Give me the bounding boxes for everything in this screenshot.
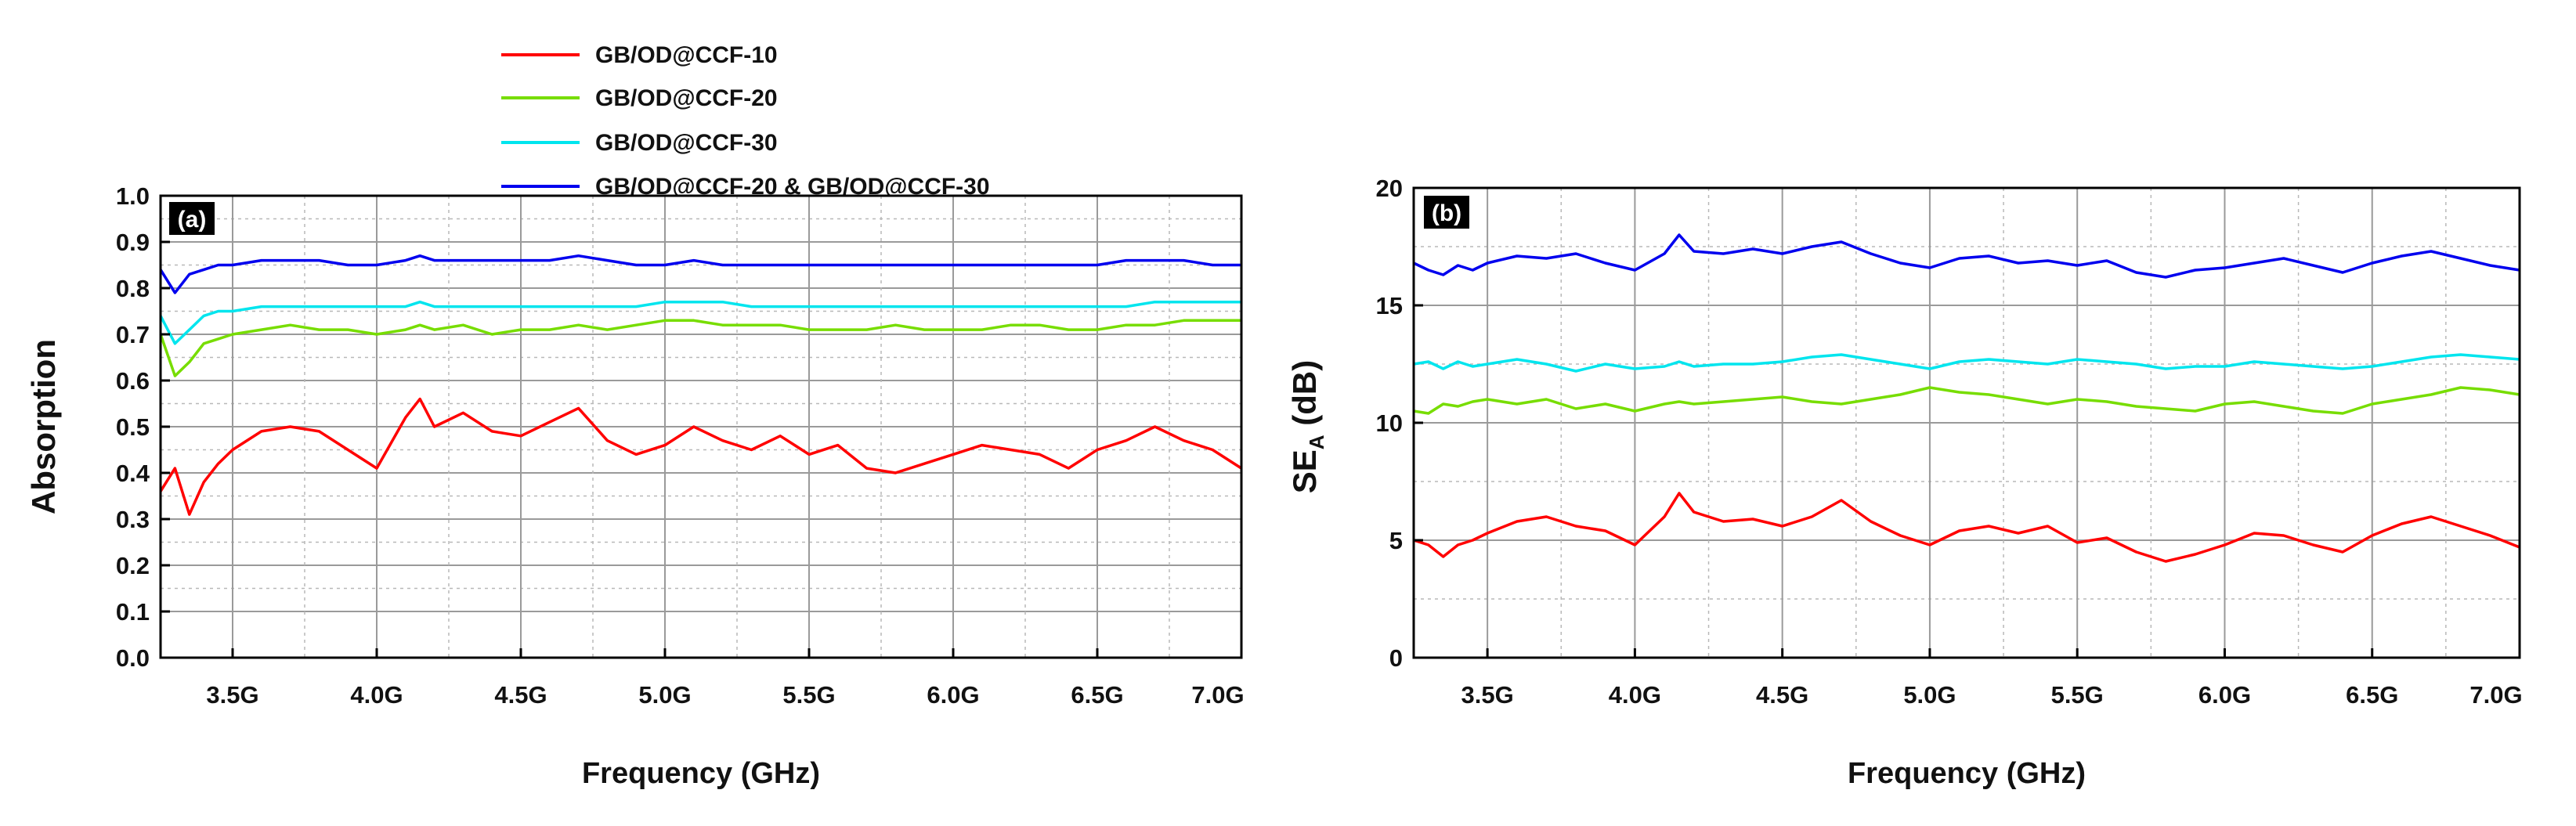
- y-tick-label: 0.7: [116, 321, 150, 348]
- y-tick-label: 0.1: [116, 598, 150, 626]
- y-tick-label: 15: [1376, 292, 1403, 319]
- legend-label-ccf10: GB/OD@CCF-10: [595, 42, 778, 68]
- y-tick-label: 20: [1376, 175, 1403, 202]
- panel-label-box-b: [1424, 196, 1469, 229]
- y-tick-label: 0.4: [116, 460, 150, 487]
- y-axis-label-b-unit: (dB): [1286, 360, 1323, 435]
- series-line-4: [1413, 233, 2520, 279]
- x-tick-label: 4.5G: [494, 681, 547, 709]
- grid-a: [161, 196, 1241, 658]
- y-tick-label: 0.2: [116, 552, 150, 579]
- x-tick-label: 6.0G: [2198, 681, 2251, 709]
- x-tick-label: 3.5G: [206, 681, 258, 709]
- x-tick-label: 6.5G: [1071, 681, 1123, 709]
- y-tick-label: 0.0: [116, 644, 150, 672]
- series-line-2: [159, 319, 1241, 377]
- ticks-a: 0.0 0.1 0.2 0.3 0.4 0.5 0.6 0.7 0.8 0.9 1.0 3.5G 4.0…: [116, 182, 1245, 709]
- y-tick-label: 0: [1389, 644, 1403, 672]
- x-tick-label: 5.0G: [638, 681, 691, 709]
- x-tick-label: 7.0G: [1191, 681, 1244, 709]
- x-tick-label: 5.5G: [2051, 681, 2104, 709]
- x-tick-label: 4.0G: [1609, 681, 1661, 709]
- series-line-3: [159, 300, 1241, 345]
- panel-label-box-a: [169, 202, 215, 235]
- series-b: [1413, 233, 2520, 563]
- x-tick-label: 4.5G: [1756, 681, 1808, 709]
- y-axis-label-b-sub: A: [1305, 435, 1328, 449]
- y-axis-label-b-main: SE: [1286, 449, 1323, 493]
- y-tick-label: 10: [1376, 409, 1403, 437]
- y-axis-label-a: Absorption: [25, 339, 62, 514]
- y-tick-label: 0.6: [116, 367, 150, 395]
- series-line-2: [1413, 386, 2520, 415]
- y-tick-label: 0.5: [116, 413, 150, 441]
- x-axis-label-a: Frequency (GHz): [582, 757, 820, 790]
- x-tick-label: 3.5G: [1461, 681, 1514, 709]
- x-tick-label: 4.0G: [350, 681, 403, 709]
- series-a: [159, 254, 1242, 516]
- y-tick-label: 1.0: [116, 182, 150, 210]
- x-tick-label: 5.0G: [1903, 681, 1956, 709]
- grid-b: [1414, 188, 2520, 658]
- y-tick-label: 0.9: [116, 229, 150, 256]
- y-tick-label: 0.8: [116, 275, 150, 302]
- legend: GB/OD@CCF-10 GB/OD@CCF-20 GB/OD@CCF-30 G…: [501, 42, 990, 200]
- panel-a: 0.0 0.1 0.2 0.3 0.4 0.5 0.6 0.7 0.8 0.9 1.0 3.5G 4.0…: [25, 182, 1245, 790]
- panel-label-a: (a): [178, 207, 207, 233]
- x-tick-label: 6.5G: [2346, 681, 2398, 709]
- legend-entry: GB/OD@CCF-30: [501, 130, 778, 156]
- x-tick-label: 5.5G: [782, 681, 835, 709]
- panel-b: 0 5 10 15 20 3.5G 4.0G 4.5G 5.0G 5.5G 6.0G 6.5G 7.0G…: [1286, 175, 2523, 790]
- x-tick-label: 7.0G: [2469, 681, 2522, 709]
- series-line-1: [159, 397, 1242, 516]
- y-tick-label: 0.3: [116, 506, 150, 533]
- y-tick-label: 5: [1389, 527, 1403, 554]
- legend-entry: GB/OD@CCF-20: [501, 85, 778, 111]
- ticks-b: 0 5 10 15 20 3.5G 4.0G 4.5G 5.0G 5.5G 6.0G 6.5G 7.0G: [1376, 175, 2523, 709]
- y-axis-label-b: SEA (dB): [1286, 360, 1328, 493]
- panel-label-b: (b): [1432, 200, 1461, 226]
- legend-entry: GB/OD@CCF-10: [501, 42, 778, 68]
- legend-label-ccf20: GB/OD@CCF-20: [595, 85, 778, 111]
- series-line-3: [1413, 353, 2520, 373]
- x-tick-label: 6.0G: [927, 681, 979, 709]
- legend-label-ccf30: GB/OD@CCF-30: [595, 130, 778, 156]
- series-line-4: [159, 254, 1241, 294]
- x-axis-label-b: Frequency (GHz): [1848, 757, 2086, 790]
- series-line-1: [1413, 492, 2520, 563]
